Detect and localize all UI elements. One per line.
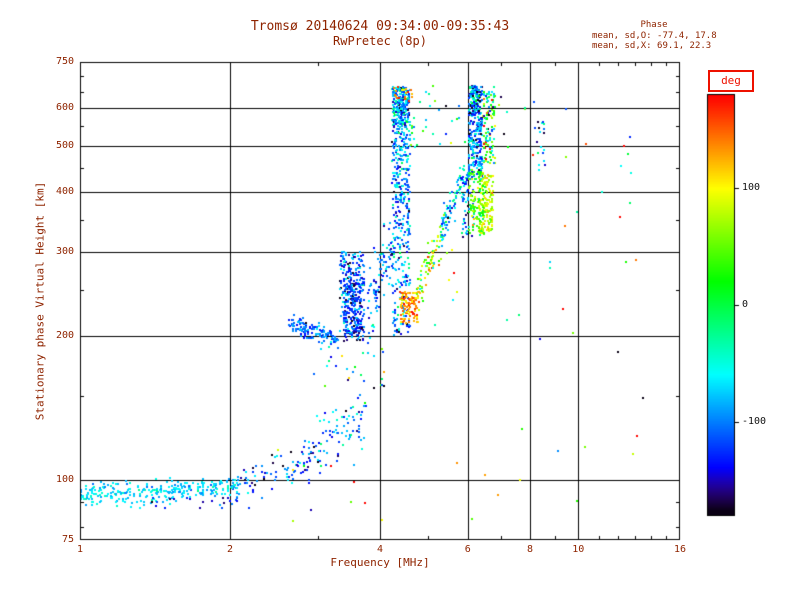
x-tick-label: 10 bbox=[572, 544, 585, 555]
chart-subtitle: RwPretec (8p) bbox=[333, 34, 427, 48]
x-axis-label: Frequency [MHz] bbox=[330, 556, 430, 569]
y-tick-label: 600 bbox=[55, 102, 74, 114]
phase-stats-o-mode: mean, sd,O: -77.4, 17.8 bbox=[592, 31, 717, 41]
chart-title: Tromsø 20140624 09:34:00-09:35:43 bbox=[250, 19, 510, 34]
x-tick-label: 8 bbox=[526, 544, 534, 555]
colorbar-tick-label: 100 bbox=[742, 182, 761, 194]
colorbar-unit-label: deg bbox=[708, 70, 754, 92]
x-tick-label: 4 bbox=[376, 544, 384, 555]
y-tick-label: 300 bbox=[55, 246, 74, 258]
y-axis-label: Stationary phase Virtual Height [km] bbox=[33, 181, 47, 421]
colorbar-tick-label: 0 bbox=[742, 299, 749, 310]
x-tick-label: 6 bbox=[464, 544, 471, 555]
colorbar-tick-label: -100 bbox=[742, 415, 767, 427]
x-tick-label: 16 bbox=[673, 544, 687, 555]
x-tick-label: 1 bbox=[76, 544, 84, 555]
y-tick-label: 400 bbox=[55, 186, 74, 198]
y-tick-label: 100 bbox=[55, 474, 74, 486]
phase-stats-header: Phase bbox=[640, 20, 668, 30]
y-tick-label: 75 bbox=[61, 534, 74, 545]
x-tick-label: 2 bbox=[226, 544, 234, 555]
y-tick-label: 500 bbox=[55, 140, 74, 152]
y-tick-label: 200 bbox=[55, 330, 74, 342]
phase-stats-x-mode: mean, sd,X: 69.1, 22.3 bbox=[592, 41, 712, 51]
y-tick-label: 750 bbox=[55, 56, 74, 67]
